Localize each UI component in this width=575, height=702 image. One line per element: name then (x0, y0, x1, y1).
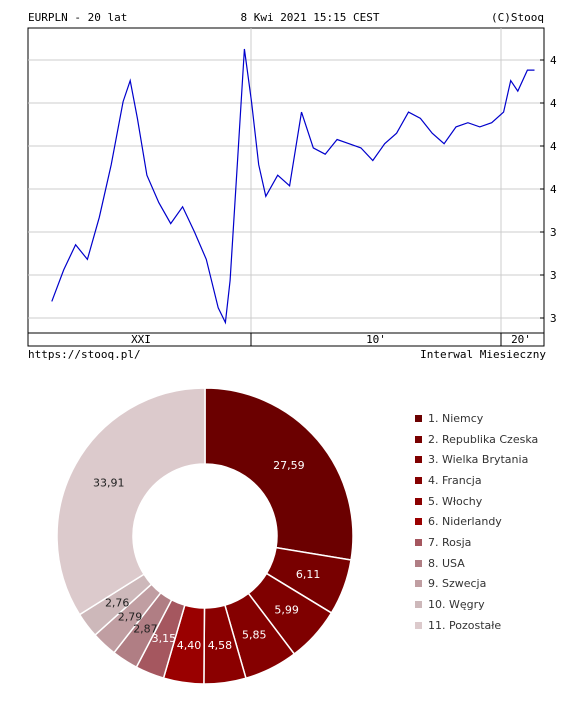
x-axis-ticks: XXI 10' 20' (131, 333, 531, 346)
legend-swatch (415, 621, 422, 629)
legend-label: 9. Szwecja (428, 577, 487, 591)
legend-label: 8. USA (428, 556, 465, 570)
donut-value-label: 2,79 (118, 610, 143, 623)
donut-value-label: 4,58 (208, 639, 233, 652)
legend-item: 2. Republika Czeska (415, 429, 575, 450)
donut-value-label: 33,91 (93, 477, 125, 490)
chart-gridlines (28, 28, 544, 333)
legend-swatch (415, 435, 422, 443)
legend-item: 6. Niderlandy (415, 511, 575, 532)
y-tick-label: 3 (550, 269, 557, 282)
interval-label: Interwal Miesieczny (420, 348, 546, 361)
y-tick-label: 3 (550, 226, 557, 239)
donut-value-label: 5,85 (242, 628, 267, 641)
legend-swatch (415, 601, 422, 609)
legend-label: 7. Rosja (428, 535, 472, 549)
legend-label: 2. Republika Czeska (428, 432, 539, 446)
y-tick-label: 4 (550, 140, 557, 153)
legend-item: 3. Wielka Brytania (415, 449, 575, 470)
legend-swatch (415, 580, 422, 588)
legend-swatch (415, 497, 422, 505)
x-tick-label: XXI (131, 333, 151, 346)
y-tick-label: 4 (550, 97, 557, 110)
y-tick-label: 4 (550, 54, 557, 67)
legend-label: 1. Niemcy (428, 411, 484, 425)
donut-value-label: 5,99 (274, 604, 299, 617)
chart-timestamp: 8 Kwi 2021 15:15 CEST (240, 11, 379, 24)
donut-value-label: 4,40 (177, 639, 202, 652)
legend-swatch (415, 414, 422, 422)
legend-label: 3. Wielka Brytania (428, 453, 529, 467)
country-share-donut-chart: 27,59 6,11 5,99 5,85 4,58 4,403,152,872,792,7… (56, 387, 354, 685)
legend-item: 7. Rosja (415, 532, 575, 553)
legend-item: 11. Pozostałe (415, 615, 575, 636)
chart-plot-area (27, 27, 545, 347)
legend-label: 6. Niderlandy (428, 515, 502, 529)
donut-value-label: 2,76 (105, 596, 130, 609)
chart-title: EURPLN - 20 lat (28, 11, 127, 24)
legend-item: 8. USA (415, 553, 575, 574)
legend-item: 9. Szwecja (415, 574, 575, 595)
donut-value-label: 6,11 (296, 568, 321, 581)
eurpln-price-line (51, 48, 535, 325)
donut-legend: 1. Niemcy 2. Republika Czeska 3. Wielka Br… (415, 408, 575, 636)
x-tick-label: 10' (366, 333, 386, 346)
eurpln-line-chart: EURPLN - 20 lat 8 Kwi 2021 15:15 CEST (C… (27, 11, 557, 361)
donut-slice (56, 387, 206, 616)
legend-item: 5. Włochy (415, 491, 575, 512)
y-axis-ticks: 4 4 4 4 3 3 3 (540, 54, 557, 325)
legend-swatch (415, 538, 422, 546)
legend-label: 11. Pozostałe (428, 618, 502, 632)
legend-swatch (415, 456, 422, 464)
chart-copyright: (C)Stooq (491, 11, 544, 24)
source-url-link[interactable]: https://stooq.pl/ (28, 348, 141, 361)
legend-swatch (415, 476, 422, 484)
donut-slices (56, 387, 354, 685)
legend-swatch (415, 518, 422, 526)
legend-item: 4. Francja (415, 470, 575, 491)
legend-item: 10. Węgry (415, 594, 575, 615)
donut-slice (204, 387, 354, 561)
donut-value-label: 3,15 (152, 632, 177, 645)
y-tick-label: 3 (550, 312, 557, 325)
y-tick-label: 4 (550, 183, 557, 196)
donut-value-label: 2,87 (133, 622, 158, 635)
donut-value-labels: 27,59 6,11 5,99 5,85 4,58 4,403,152,872,792,7… (93, 459, 320, 652)
legend-label: 5. Włochy (428, 494, 483, 508)
legend-swatch (415, 559, 422, 567)
legend-label: 10. Węgry (428, 598, 485, 612)
x-tick-label: 20' (511, 333, 531, 346)
legend-item: 1. Niemcy (415, 408, 575, 429)
legend-label: 4. Francja (428, 473, 482, 487)
donut-value-label: 27,59 (273, 459, 305, 472)
